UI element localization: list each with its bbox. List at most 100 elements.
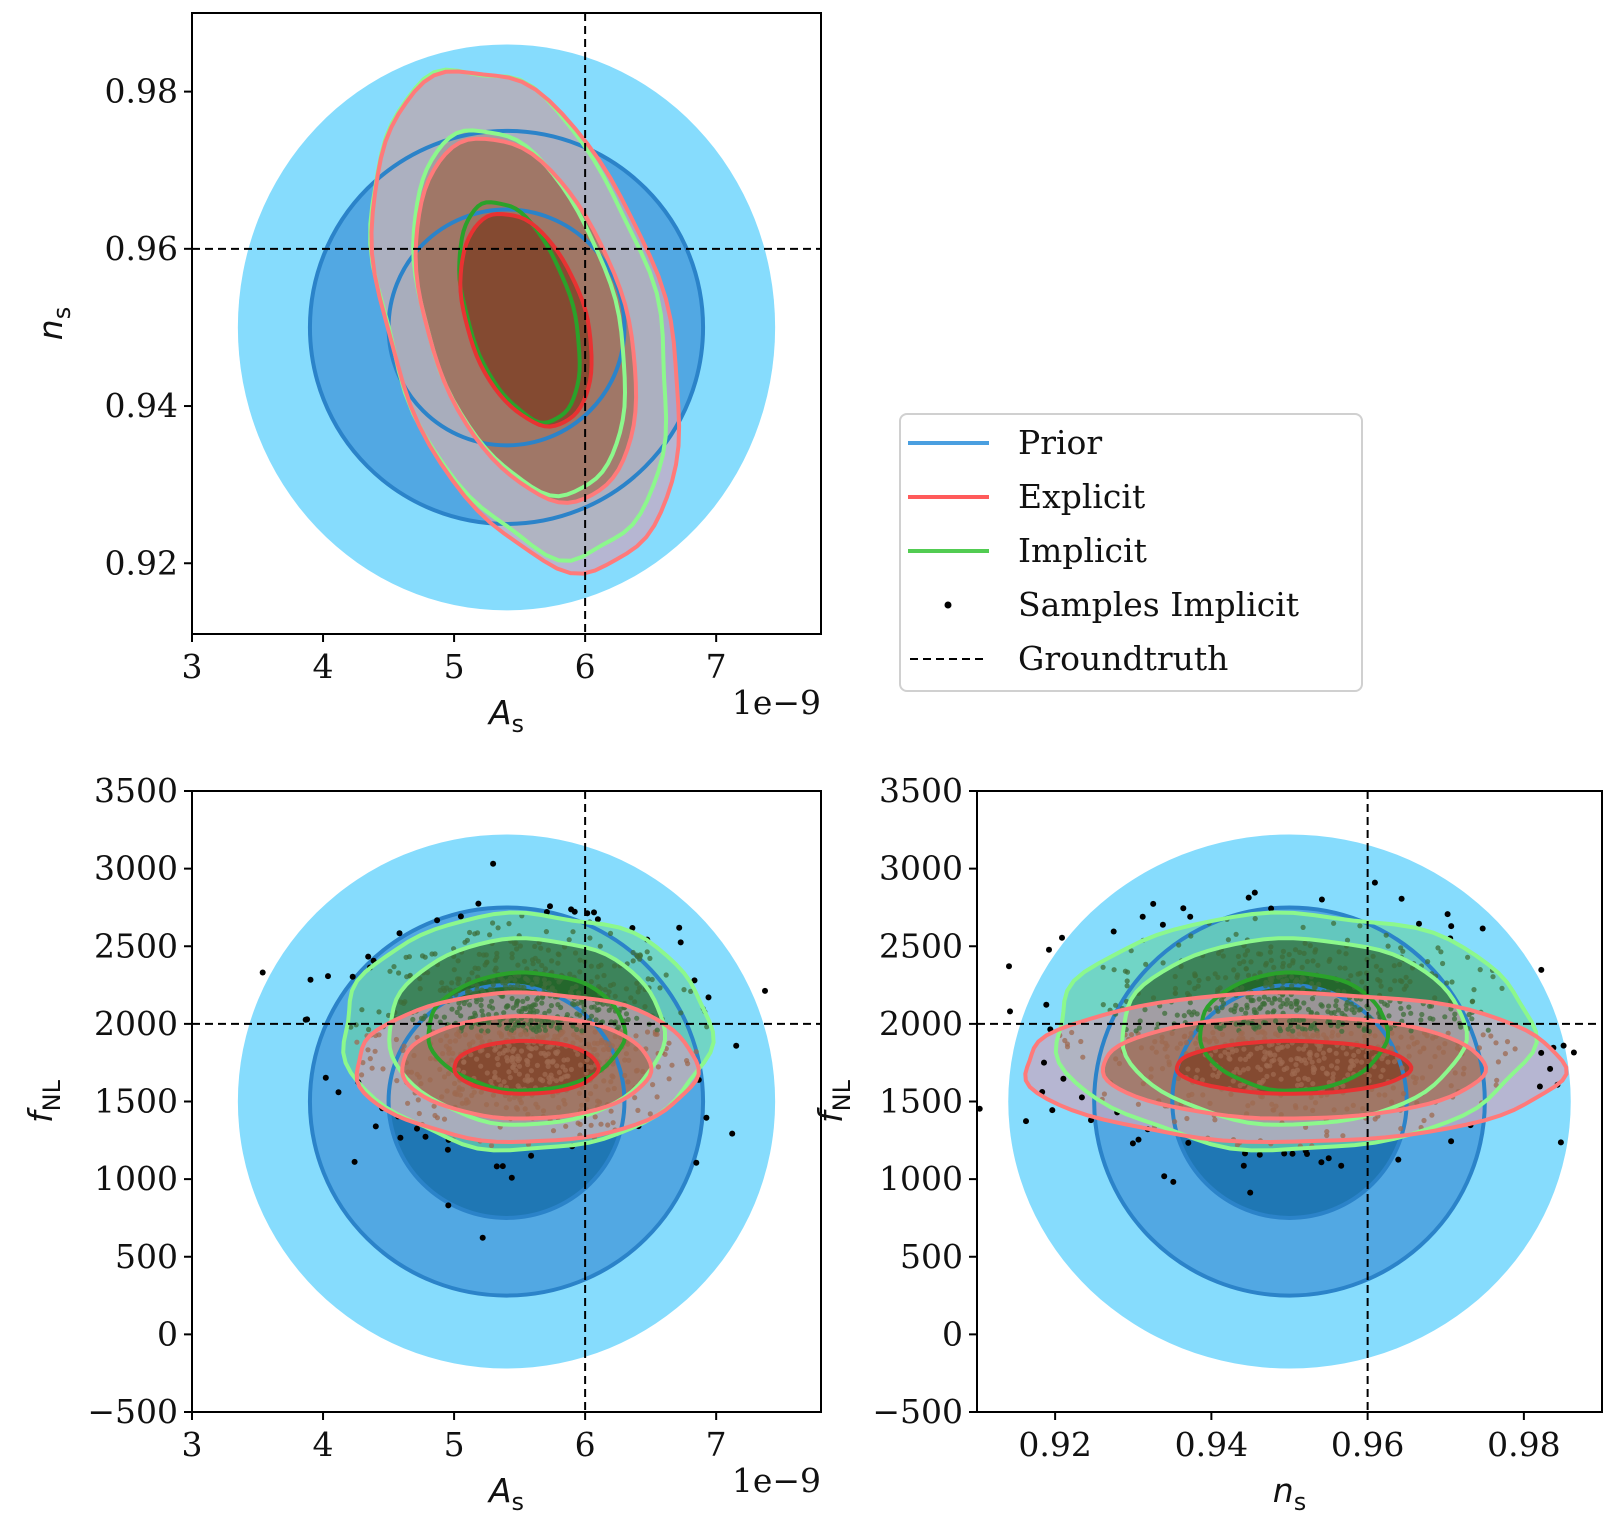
sample-point: [507, 1031, 513, 1037]
sample-point: [1442, 1014, 1448, 1020]
sample-point: [408, 1069, 415, 1075]
sample-point: [367, 1056, 373, 1062]
sample-point: [1338, 1162, 1345, 1169]
sample-point: [1231, 967, 1237, 973]
sample-point: [588, 1122, 594, 1128]
legend-label: Samples Implicit: [1018, 585, 1299, 624]
sample-point: [1172, 973, 1178, 980]
sample-point: [1172, 990, 1178, 996]
sample-point: [1218, 1053, 1224, 1059]
sample-point: [1398, 895, 1405, 902]
sample-point: [509, 995, 515, 1002]
legend-dot-swatch: [944, 601, 952, 609]
sample-point: [1223, 975, 1229, 981]
sample-point: [351, 1158, 358, 1165]
sample-point: [488, 1078, 494, 1085]
sample-point: [531, 1002, 537, 1008]
sample-point: [1189, 1012, 1195, 1018]
sample-point: [500, 977, 506, 983]
sample-point: [1309, 996, 1316, 1002]
sample-point: [1239, 985, 1245, 991]
y-tick-label: 0: [157, 1314, 178, 1353]
sample-point: [479, 1234, 486, 1241]
sample-point: [1136, 1025, 1142, 1031]
sample-point: [1320, 1050, 1326, 1056]
x-tick-label: 0.96: [1331, 1425, 1404, 1464]
sample-point: [609, 1043, 615, 1049]
sample-point: [685, 1061, 691, 1067]
sample-point: [1278, 1044, 1284, 1051]
sample-point: [414, 1125, 420, 1132]
sample-point: [594, 1052, 600, 1058]
sample-point: [553, 1078, 560, 1084]
sample-point: [1185, 1066, 1191, 1072]
sample-point: [545, 947, 552, 953]
sample-point: [693, 1049, 699, 1055]
sample-point: [1268, 944, 1274, 950]
sample-point: [1150, 995, 1157, 1001]
sample-point: [601, 1047, 607, 1053]
sample-point: [485, 1028, 491, 1034]
sample-point: [441, 1074, 448, 1080]
sample-point: [1268, 957, 1274, 964]
sample-point: [601, 972, 607, 979]
sample-point: [1242, 952, 1248, 958]
sample-point: [1162, 1010, 1168, 1016]
sample-point: [454, 1009, 460, 1016]
sample-point: [1452, 1070, 1458, 1076]
sample-point: [655, 1064, 662, 1070]
sample-point: [550, 1093, 556, 1099]
samples-implicit: [259, 860, 768, 1241]
sample-point: [422, 1013, 428, 1019]
sample-point: [610, 981, 617, 987]
sample-point: [445, 1202, 452, 1209]
sample-point: [1335, 988, 1341, 994]
sample-point: [630, 958, 636, 964]
sample-point: [1275, 1032, 1281, 1038]
sample-point: [1247, 1189, 1254, 1196]
sample-point: [1229, 1038, 1235, 1044]
sample-point: [532, 976, 539, 982]
x-tick-label: 4: [313, 647, 334, 686]
y-tick-label: 0.92: [105, 543, 178, 582]
sample-point: [1240, 1035, 1246, 1041]
sample-point: [1418, 1017, 1424, 1023]
sample-point: [1504, 1039, 1511, 1045]
sample-point: [475, 900, 482, 907]
sample-point: [459, 1025, 465, 1031]
sample-point: [1354, 1058, 1360, 1064]
plot-area: [237, 44, 776, 611]
sample-point: [1342, 965, 1348, 971]
sample-point: [1181, 1013, 1187, 1019]
sample-point: [542, 1010, 548, 1017]
sample-point: [1294, 998, 1300, 1005]
sample-point: [1299, 964, 1305, 971]
sample-point: [564, 1012, 571, 1018]
sample-point: [633, 1046, 639, 1052]
sample-point: [1370, 953, 1376, 959]
sample-point: [1452, 1011, 1458, 1017]
sample-point: [600, 1001, 606, 1007]
sample-point: [1281, 1066, 1287, 1073]
sample-point: [1212, 971, 1218, 977]
sample-point: [1149, 1045, 1155, 1051]
sample-point: [1329, 1033, 1335, 1039]
sample-point: [1352, 1004, 1358, 1010]
sample-point: [525, 1111, 531, 1117]
sample-point: [584, 1096, 590, 1102]
sample-point: [1170, 1178, 1177, 1185]
sample-point: [1294, 1067, 1300, 1073]
sample-point: [607, 930, 614, 937]
sample-point: [552, 1033, 558, 1039]
sample-point: [662, 1051, 668, 1057]
sample-point: [1259, 1029, 1265, 1035]
sample-point: [490, 1092, 496, 1098]
axes-frame: [191, 12, 822, 635]
sample-point: [490, 982, 496, 988]
x-tick-label: 3: [182, 647, 203, 686]
sample-point: [1494, 1077, 1500, 1083]
x-tick-label: 5: [444, 1425, 465, 1464]
sample-point: [1538, 966, 1545, 973]
sample-point: [469, 970, 475, 976]
sample-point: [1419, 1011, 1425, 1018]
